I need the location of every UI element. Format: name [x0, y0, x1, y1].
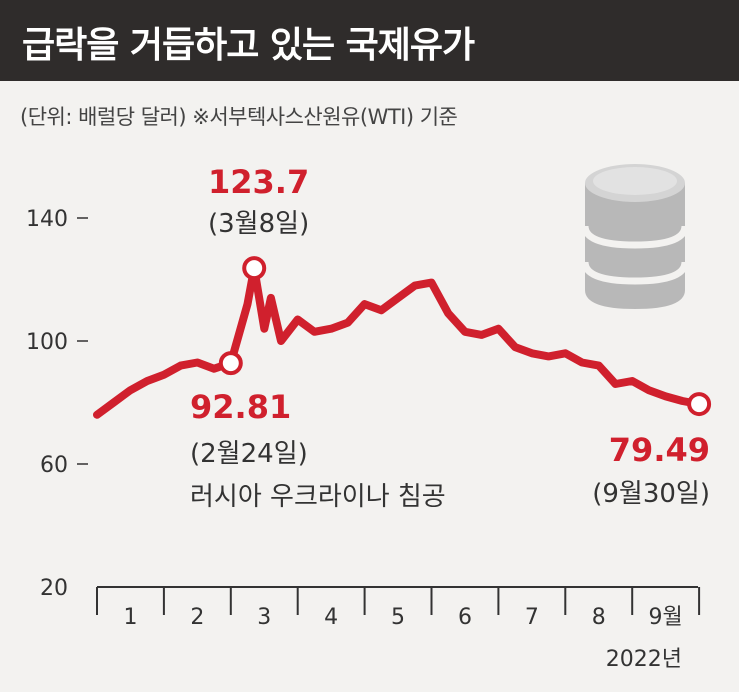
annotation-value: 79.49	[609, 431, 710, 469]
annotation-note: 러시아 우크라이나 침공	[190, 482, 446, 512]
x-tick-label: 3	[257, 605, 271, 630]
annotation-value: 123.7	[208, 163, 309, 201]
annotations: 123.7 (3월8일) 92.81 (2월24일) 러시아 우크라이나 침공 79.49…	[190, 163, 710, 512]
x-tick-label: 4	[324, 605, 338, 630]
year-label: 2022년	[606, 647, 682, 672]
chart-title: 급락을 거듭하고 있는 국제유가	[22, 25, 475, 66]
unit-note: (단위: 배럴당 달러) ※서부텍사스산원유(WTI) 기준	[20, 105, 458, 129]
x-tick-label: 9월	[649, 605, 683, 630]
y-tick-label: 100	[26, 330, 68, 355]
y-tick-label: 20	[40, 576, 68, 601]
x-tick-label: 2	[190, 605, 204, 630]
axes: 1 2 3 4 5 6 7 8 9월 2022년 20 60 100 140	[26, 207, 701, 672]
data-point-marker	[687, 392, 712, 417]
data-point-marker	[218, 351, 243, 376]
x-tick-label: 5	[391, 605, 405, 630]
series-line	[93, 264, 704, 419]
header-bar: 급락을 거듭하고 있는 국제유가	[0, 0, 739, 81]
y-tick-label: 140	[26, 207, 68, 232]
annotation-date: (9월30일)	[592, 479, 710, 509]
x-tick-label: 6	[458, 605, 472, 630]
x-tick-label: 1	[123, 605, 137, 630]
oil-barrel-icon	[581, 164, 689, 309]
data-point-marker	[242, 256, 267, 281]
x-tick-label: 7	[525, 605, 539, 630]
series-wti	[93, 256, 712, 419]
x-tick-label: 8	[592, 605, 606, 630]
annotation-date: (2월24일)	[190, 439, 308, 469]
annotation-value: 92.81	[190, 388, 291, 426]
y-tick-label: 60	[40, 453, 68, 478]
annotation-date: (3월8일)	[208, 209, 309, 239]
